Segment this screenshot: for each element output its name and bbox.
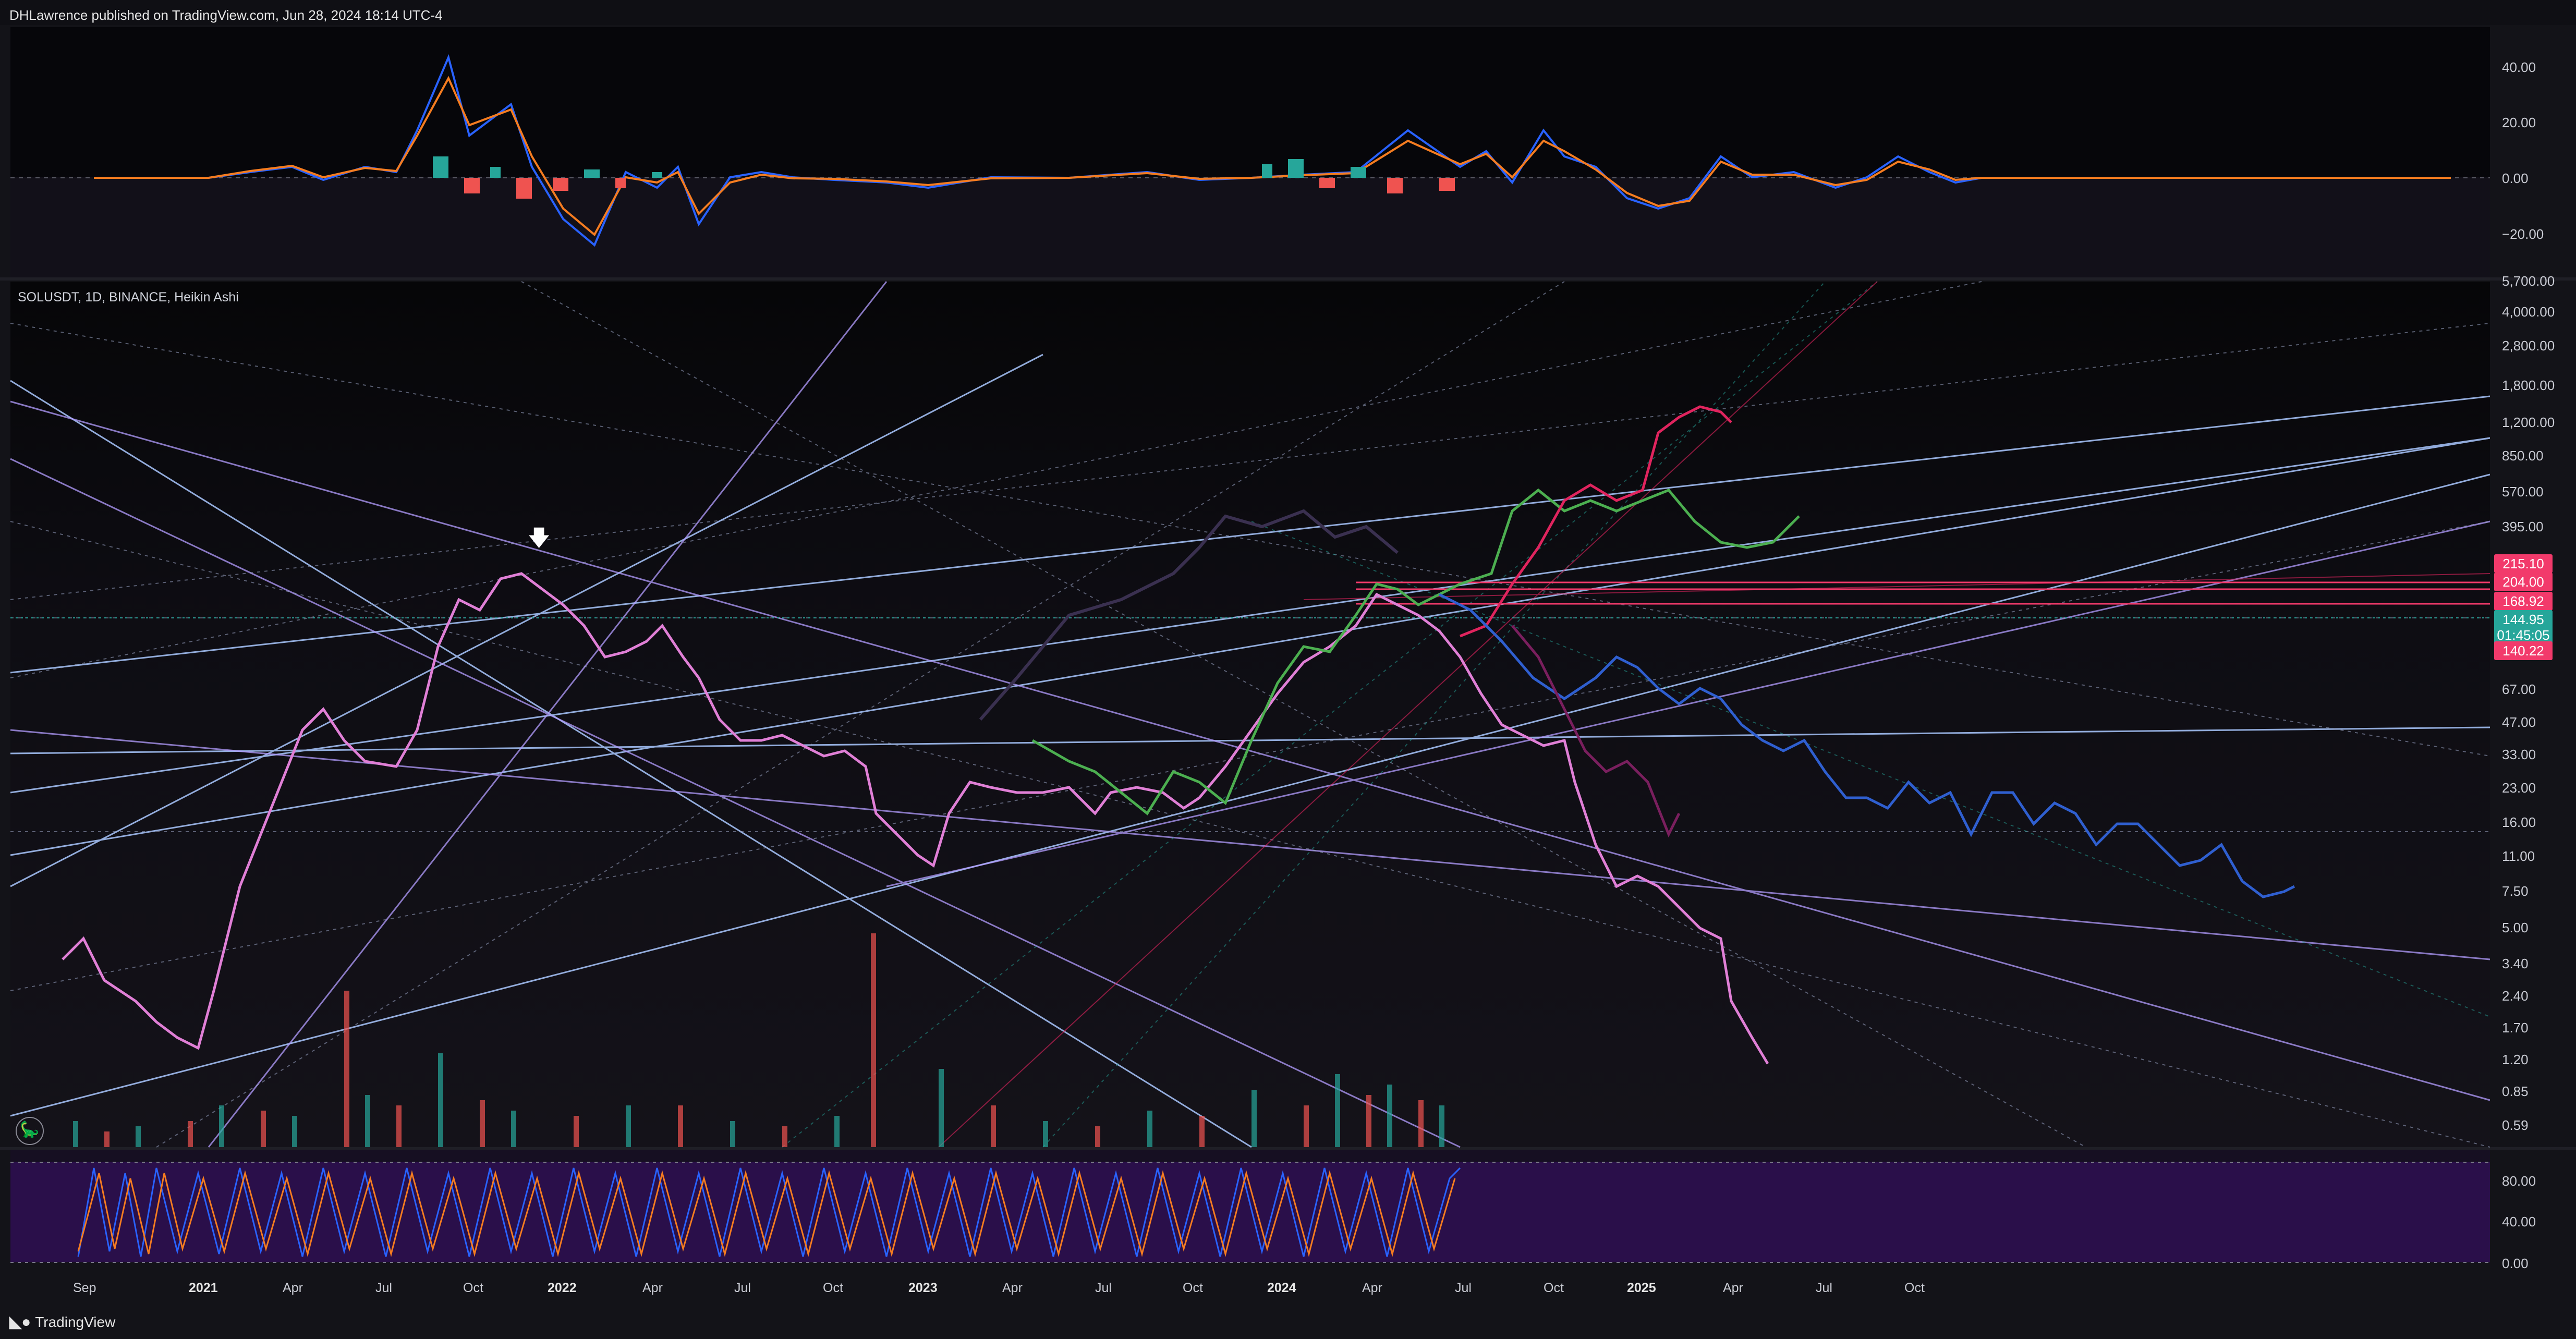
price-tick: 1,200.00 [2502,415,2555,430]
price-tick: 395.00 [2502,519,2544,534]
time-tick: Jul [1816,1281,1832,1295]
price-tick: 7.50 [2502,883,2529,899]
time-tick: Apr [1723,1281,1743,1295]
price-tick: 1.20 [2502,1052,2529,1067]
price-badge-168: 168.92 [2494,592,2553,611]
time-tick: Oct [463,1281,483,1295]
time-tick: Apr [642,1281,663,1295]
time-tick: Apr [1002,1281,1023,1295]
macd-pane[interactable] [10,27,2490,277]
time-tick: Apr [1362,1281,1382,1295]
macd-tick: 0.00 [2502,171,2529,186]
price-tick: 0.59 [2502,1117,2529,1133]
price-tick: 0.85 [2502,1084,2529,1099]
stoch-axis[interactable] [2490,1150,2576,1259]
arrow-down-icon[interactable]: 🡇 [528,526,551,550]
publish-info: DHLawrence published on TradingView.com,… [9,7,443,23]
brand-name: TradingView [35,1313,116,1330]
macd-tick: 20.00 [2502,115,2536,130]
price-tick: 33.00 [2502,747,2536,762]
stoch-tick: 80.00 [2502,1173,2536,1189]
dino-icon[interactable]: 🦕 [16,1117,44,1145]
price-tick: 47.00 [2502,714,2536,730]
time-tick: Sep [73,1281,96,1295]
time-tick: Oct [1544,1281,1564,1295]
macd-tick: 40.00 [2502,59,2536,75]
price-tick: 11.00 [2502,848,2535,864]
time-tick: Oct [1183,1281,1203,1295]
price-tick: 2,800.00 [2502,338,2555,354]
price-badge-204: 204.00 [2494,573,2553,591]
price-tick: 23.00 [2502,780,2536,796]
stoch-tick: 0.00 [2502,1256,2529,1271]
time-tick: Oct [823,1281,843,1295]
time-tick-year: 2025 [1627,1281,1656,1295]
price-badge-140: 140.22 [2494,641,2553,660]
time-tick-year: 2023 [908,1281,938,1295]
price-pane[interactable] [10,282,2490,1147]
stoch-tick: 40.00 [2502,1214,2536,1230]
tradingview-logo-icon: ◣● [9,1313,31,1331]
time-tick-year: 2022 [548,1281,577,1295]
macd-axis[interactable] [2490,27,2576,277]
time-tick: Apr [283,1281,303,1295]
price-tick: 5,700.00 [2502,273,2555,289]
price-tick: 16.00 [2502,814,2536,830]
publish-bar: DHLawrence published on TradingView.com,… [0,0,2576,25]
footer [0,1303,2576,1339]
macd-tick: −20.00 [2502,226,2544,242]
time-tick-year: 2021 [189,1281,218,1295]
tradingview-brand[interactable]: ◣● TradingView [9,1313,115,1331]
price-tick: 67.00 [2502,681,2536,697]
time-tick: Jul [1455,1281,1472,1295]
price-tick: 1.70 [2502,1020,2529,1036]
stoch-band [10,1162,2490,1262]
price-tick: 4,000.00 [2502,304,2555,320]
time-tick: Jul [1095,1281,1112,1295]
price-axis[interactable] [2490,282,2576,1147]
time-tick: Jul [734,1281,751,1295]
time-tick: Oct [1904,1281,1925,1295]
pane-separator[interactable] [0,277,2576,281]
price-tick: 2.40 [2502,988,2529,1004]
time-tick-year: 2024 [1267,1281,1296,1295]
price-badge-215: 215.10 [2494,554,2553,573]
price-tick: 570.00 [2502,484,2544,500]
price-tick: 3.40 [2502,956,2529,971]
price-tick: 5.00 [2502,920,2529,935]
symbol-title[interactable]: SOLUSDT, 1D, BINANCE, Heikin Ashi [18,290,239,305]
price-tick: 1,800.00 [2502,378,2555,393]
time-tick: Jul [375,1281,392,1295]
price-tick: 850.00 [2502,448,2544,464]
pane-separator[interactable] [0,1147,2576,1150]
